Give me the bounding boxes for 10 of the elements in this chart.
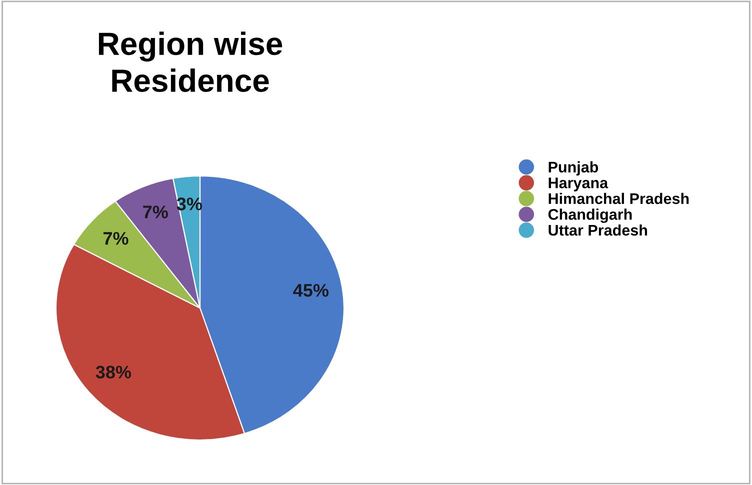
legend-label: Himanchal Pradesh — [548, 192, 689, 204]
chart-title: Region wise Residence — [98, 32, 282, 92]
data-label: 7% — [143, 206, 168, 218]
legend-label: Uttar Pradesh — [548, 224, 648, 236]
data-label: 45% — [293, 284, 329, 297]
legend-label: Punjab — [548, 161, 598, 176]
legend-label: Chandigarh — [548, 208, 632, 223]
data-label: 7% — [103, 232, 128, 245]
data-label: 38% — [96, 366, 132, 378]
legend-label: Haryana — [548, 178, 608, 192]
